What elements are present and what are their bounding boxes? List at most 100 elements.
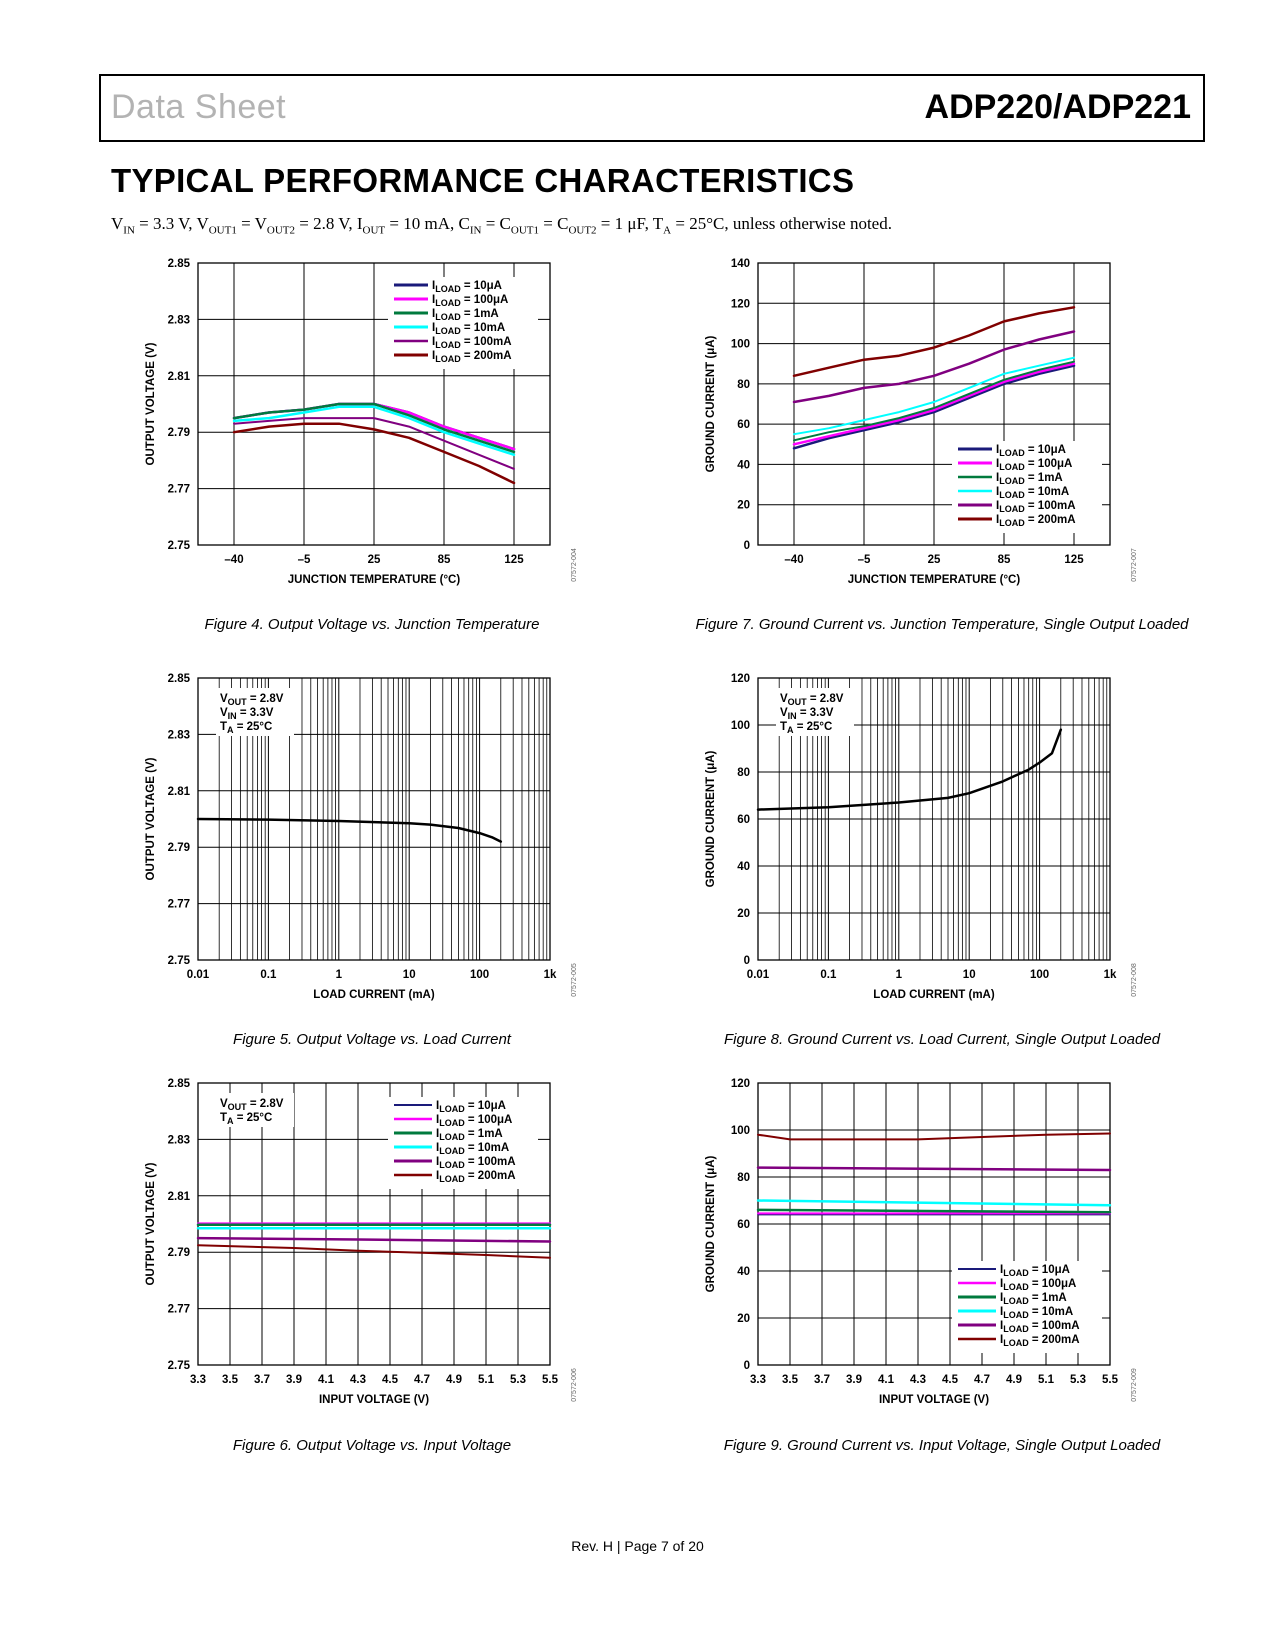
series-line-200mA: [757, 1132, 1111, 1141]
legend-label-value: = 200mA: [1029, 1334, 1080, 1346]
legend-label-i: I: [432, 322, 435, 334]
condition-text: = 10 mA, C: [385, 214, 470, 233]
x-tick-label: 4.1: [878, 1374, 895, 1386]
series-line-100mA: [756, 1166, 1112, 1172]
x-tick-label: 3.9: [846, 1374, 862, 1386]
figure-5-caption: Figure 5. Output Voltage vs. Load Curren…: [233, 1031, 511, 1048]
y-tick-label: 2.81: [168, 1191, 191, 1203]
legend-label-sub: LOAD: [1003, 1338, 1029, 1348]
series-line-10mA: [232, 405, 516, 457]
figure-6-chart: 2.85 2.83 2.81 2.79 2.77 2.75 3.3 3.5 3.7 3.9 4.1 4…: [140, 1078, 580, 1420]
legend-label-sub: LOAD: [999, 476, 1025, 486]
x-tick-label: 100: [1030, 969, 1049, 981]
legend-label-value: = 100μA: [465, 1114, 513, 1126]
y-tick-label: 60: [737, 1219, 750, 1231]
y-axis-label: GROUND CURRENT (μA): [705, 1155, 717, 1292]
y-tick-label: 2.79: [168, 427, 190, 439]
legend-label: ILOAD = 200mA: [432, 350, 512, 364]
legend-label: ILOAD = 200mA: [436, 1170, 516, 1184]
y-tick-label: 2.85: [168, 673, 191, 685]
legend-label-i: I: [1000, 1306, 1003, 1318]
x-tick-label: –5: [858, 554, 871, 566]
section-title: TYPICAL PERFORMANCE CHARACTERISTICS: [111, 162, 855, 199]
legend-label-value: = 10mA: [461, 322, 505, 334]
legend-label-i: I: [996, 486, 999, 498]
annotation-line: VOUT = 2.8V: [220, 693, 284, 707]
annotation-rest: = 2.8V: [247, 693, 284, 705]
legend-label-value: = 10mA: [1025, 486, 1069, 498]
y-tick-label: 2.75: [168, 955, 191, 967]
legend-label-i: I: [996, 458, 999, 470]
annotation-main: T: [780, 721, 787, 733]
plot-frame: [197, 262, 551, 546]
annotation-line: TA = 25°C: [220, 721, 272, 735]
x-tick-label: 10: [963, 969, 976, 981]
x-tick-label: 3.3: [190, 1374, 206, 1386]
series-line-1mA: [793, 360, 1075, 442]
y-tick-label: 2.81: [168, 371, 191, 383]
x-axis-label: INPUT VOLTAGE (V): [879, 1394, 989, 1406]
figure-9-chart: 120 100 80 60 40 20 0 3.3 3.5 3.7 3.9 4.1 4.3 4.5 4.7 4…: [700, 1078, 1140, 1420]
annotation-sub: A: [227, 725, 234, 735]
legend-label-sub: LOAD: [999, 448, 1025, 458]
y-tick-label: 60: [737, 814, 750, 826]
page-header: Data Sheet ADP220/ADP221: [99, 74, 1205, 142]
legend-label: ILOAD = 100mA: [1000, 1320, 1080, 1334]
condition-text: = C: [481, 214, 511, 233]
y-tick-label: 2.83: [168, 729, 190, 741]
x-tick-label: 100: [470, 969, 489, 981]
annotation-line: TA = 25°C: [780, 721, 832, 735]
x-tick-label: 4.5: [942, 1374, 959, 1386]
legend-label-i: I: [432, 308, 435, 320]
annotation-sub: A: [227, 1116, 234, 1126]
legend-label: ILOAD = 100mA: [996, 500, 1076, 514]
condition-text: = C: [539, 214, 569, 233]
figure-code: 07572-008: [1131, 963, 1138, 997]
legend-box: [388, 1097, 538, 1189]
figure-9-caption: Figure 9. Ground Current vs. Input Volta…: [723, 1437, 1161, 1454]
legend-label-i: I: [1000, 1320, 1003, 1332]
series-line-10mA: [756, 1199, 1112, 1207]
legend-label-value: = 200mA: [1025, 514, 1076, 526]
series-line-100uA: [792, 362, 1076, 446]
legend-label-i: I: [1000, 1334, 1003, 1346]
y-axis-label: OUTPUT VOLTAGE (V): [145, 342, 157, 465]
legend-label-sub: LOAD: [439, 1160, 465, 1170]
x-tick-label: 4.3: [910, 1374, 926, 1386]
legend-label: ILOAD = 100μA: [432, 294, 508, 308]
y-axis-label: GROUND CURRENT (μA): [705, 335, 717, 472]
x-axis-label: LOAD CURRENT (mA): [313, 989, 435, 1001]
plot-frame: [757, 262, 1111, 546]
legend-label-sub: LOAD: [1003, 1282, 1029, 1292]
fig6-svg: 2.85 2.83 2.81 2.79 2.77 2.75 3.3 3.5 3.7 3.9 4.1 4…: [145, 1078, 578, 1406]
x-axis-label: JUNCTION TEMPERATURE (°C): [848, 574, 1021, 586]
series-line-200mA: [197, 1244, 551, 1259]
legend-label-value: = 100mA: [465, 1156, 516, 1168]
legend-label-sub: LOAD: [999, 504, 1025, 514]
y-axis-label: GROUND CURRENT (μA): [705, 750, 717, 887]
legend-label-i: I: [436, 1100, 439, 1112]
legend-label-value: = 10μA: [1029, 1264, 1070, 1276]
legend-label-sub: LOAD: [1003, 1268, 1029, 1278]
legend-label: ILOAD = 200mA: [996, 514, 1076, 528]
legend-label-i: I: [436, 1142, 439, 1154]
series-line-1mA: [756, 1208, 1112, 1214]
y-tick-label: 2.77: [168, 899, 190, 911]
x-tick-label: 0.01: [747, 969, 770, 981]
annotation-line: VIN = 3.3V: [220, 707, 274, 721]
legend-label-i: I: [432, 350, 435, 362]
legend-label-sub: LOAD: [999, 518, 1025, 528]
legend-label-value: = 200mA: [461, 350, 512, 362]
x-tick-label: 4.9: [446, 1374, 462, 1386]
legend-label-value: = 10μA: [461, 280, 502, 292]
y-axis-label: OUTPUT VOLTAGE (V): [145, 757, 157, 880]
legend-label-sub: LOAD: [439, 1146, 465, 1156]
y-tick-label: 2.83: [168, 1134, 190, 1146]
series-line-10uA: [792, 364, 1076, 450]
legend-label: ILOAD = 100mA: [436, 1156, 516, 1170]
y-tick-label: 2.75: [168, 1360, 191, 1372]
annotation-rest: = 2.8V: [807, 693, 844, 705]
legend-label: ILOAD = 10mA: [436, 1142, 509, 1156]
x-tick-label: 5.5: [1102, 1374, 1119, 1386]
legend-label-sub: LOAD: [439, 1132, 465, 1142]
